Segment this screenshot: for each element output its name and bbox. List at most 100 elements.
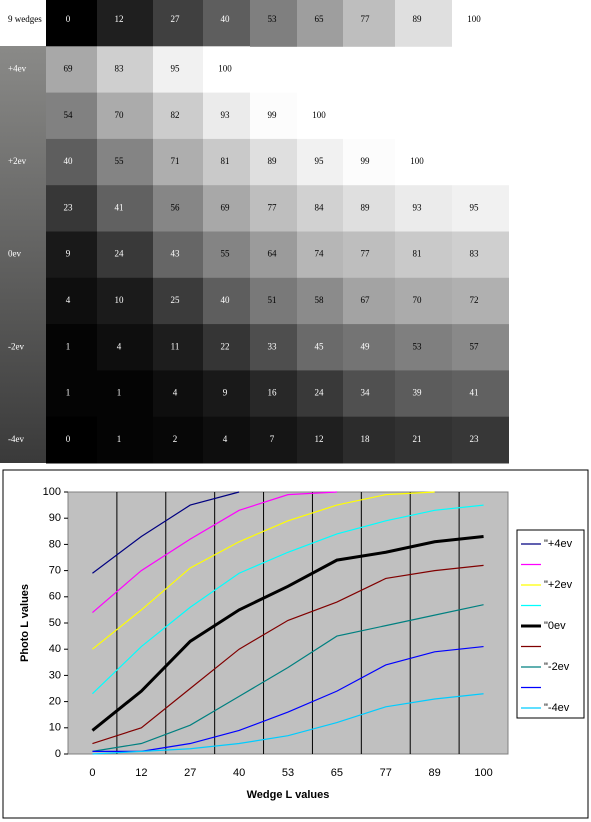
wedge-value: 89 bbox=[413, 14, 423, 24]
x-tick-label: 27 bbox=[184, 767, 196, 779]
row-label: +4ev bbox=[8, 64, 27, 74]
wedge-patch bbox=[297, 92, 343, 140]
wedge-patch bbox=[395, 185, 452, 232]
wedge-value: 1 bbox=[117, 388, 122, 398]
wedge-value: 4 bbox=[173, 388, 178, 398]
wedge-value: 7 bbox=[270, 434, 275, 444]
wedge-patch bbox=[46, 370, 97, 418]
wedge-value: 18 bbox=[361, 434, 371, 444]
wedge-patch bbox=[395, 277, 452, 325]
wedge-patch bbox=[153, 324, 203, 371]
wedge-value: 21 bbox=[413, 434, 422, 444]
wedge-value: 69 bbox=[64, 64, 74, 74]
wedge-patch bbox=[297, 324, 343, 371]
wedge-value: 56 bbox=[171, 202, 181, 212]
series-line bbox=[92, 504, 484, 695]
wedge-patch bbox=[46, 92, 97, 140]
wedge-value: 4 bbox=[66, 295, 71, 305]
wedge-value: 24 bbox=[315, 388, 325, 398]
wedge-value: 84 bbox=[315, 202, 325, 212]
wedge-value: 55 bbox=[115, 156, 125, 166]
wedge-value: 39 bbox=[413, 388, 423, 398]
wedge-value: 53 bbox=[268, 14, 278, 24]
wedge-value: 16 bbox=[268, 388, 278, 398]
wedge-patch bbox=[46, 277, 97, 325]
series-line bbox=[92, 491, 435, 650]
wedge-value: 81 bbox=[413, 249, 422, 259]
wedge-value: 67 bbox=[361, 295, 371, 305]
wedge-value: 95 bbox=[315, 156, 325, 166]
x-tick-label: 53 bbox=[282, 767, 294, 779]
wedge-patch bbox=[97, 185, 153, 232]
wedge-patch bbox=[297, 370, 343, 418]
wedge-patch bbox=[97, 277, 153, 325]
wedge-value: 72 bbox=[470, 295, 479, 305]
wedge-patch bbox=[250, 185, 297, 232]
series-line bbox=[92, 491, 337, 613]
wedge-value: 0 bbox=[66, 14, 71, 24]
wedge-patch bbox=[153, 185, 203, 232]
wedge-patch bbox=[343, 370, 395, 418]
wedge-patch bbox=[97, 46, 153, 94]
wedge-value: 25 bbox=[171, 295, 181, 305]
wedge-value: 9 bbox=[66, 249, 71, 259]
wedge-value: 83 bbox=[470, 249, 480, 259]
wedge-patch bbox=[97, 324, 153, 371]
y-tick-label: 60 bbox=[49, 591, 61, 603]
series-line bbox=[92, 645, 484, 752]
wedge-value: 57 bbox=[470, 341, 480, 351]
wedge-patch bbox=[395, 231, 452, 279]
wedge-value: 77 bbox=[268, 202, 278, 212]
wedge-value: 24 bbox=[115, 249, 125, 259]
wedge-value: 55 bbox=[221, 249, 231, 259]
wedge-value: 83 bbox=[115, 64, 125, 74]
wedge-patch bbox=[452, 0, 509, 47]
wedge-patch bbox=[153, 370, 203, 418]
wedge-value: 93 bbox=[221, 110, 231, 120]
series-line bbox=[92, 604, 484, 752]
wedge-patch bbox=[297, 138, 343, 186]
wedge-patch bbox=[203, 324, 250, 371]
wedge-patch bbox=[153, 277, 203, 325]
wedge-value: 43 bbox=[171, 249, 181, 259]
wedge-value: 99 bbox=[268, 110, 278, 120]
wedge-value: 1 bbox=[66, 388, 71, 398]
wedge-value: 45 bbox=[315, 341, 325, 351]
wedge-patch bbox=[97, 92, 153, 140]
legend-label: "+4ev bbox=[544, 538, 573, 550]
legend-box bbox=[516, 529, 585, 719]
wedge-value: 1 bbox=[117, 434, 122, 444]
wedge-patch bbox=[343, 185, 395, 232]
x-axis-title: Wedge L values bbox=[247, 789, 330, 801]
wedge-value: 58 bbox=[315, 295, 325, 305]
wedge-value: 100 bbox=[410, 156, 424, 166]
wedge-patch bbox=[250, 324, 297, 371]
wedge-value: 9 bbox=[223, 388, 228, 398]
wedge-patch bbox=[395, 416, 452, 464]
wedge-patch bbox=[46, 231, 97, 279]
wedge-value: 71 bbox=[171, 156, 180, 166]
wedge-patch bbox=[153, 416, 203, 464]
wedge-value: 89 bbox=[361, 202, 371, 212]
wedge-patch bbox=[452, 231, 509, 279]
series-line bbox=[92, 564, 484, 745]
y-tick-label: 30 bbox=[49, 669, 61, 681]
row-label: 9 wedges bbox=[8, 14, 42, 24]
wedge-patch bbox=[153, 231, 203, 279]
wedge-patch bbox=[343, 138, 395, 186]
wedge-patch bbox=[343, 231, 395, 279]
wedge-patch bbox=[203, 92, 250, 140]
y-tick-label: 40 bbox=[49, 643, 61, 655]
wedge-patch bbox=[203, 46, 250, 94]
wedge-patch bbox=[452, 324, 509, 371]
wedge-value: 23 bbox=[470, 434, 480, 444]
plot-area bbox=[67, 491, 509, 755]
wedge-patch bbox=[452, 416, 509, 464]
wedge-value: 81 bbox=[221, 156, 230, 166]
wedge-value: 65 bbox=[315, 14, 325, 24]
wedge-value: 49 bbox=[361, 341, 371, 351]
wedge-value: 12 bbox=[115, 14, 124, 24]
wedge-value: 64 bbox=[268, 249, 278, 259]
x-tick-label: 65 bbox=[331, 767, 343, 779]
